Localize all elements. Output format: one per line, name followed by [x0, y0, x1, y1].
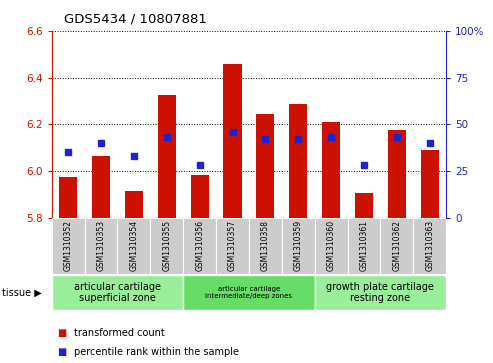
Bar: [52, 218, 85, 274]
Bar: [191, 175, 209, 218]
Bar: [355, 193, 373, 218]
Bar: [92, 156, 110, 218]
Text: GSM1310355: GSM1310355: [162, 220, 171, 272]
Text: transformed count: transformed count: [74, 328, 165, 338]
Text: GSM1310356: GSM1310356: [195, 220, 204, 272]
Text: GSM1310361: GSM1310361: [359, 220, 368, 272]
Text: tissue ▶: tissue ▶: [2, 287, 42, 298]
Text: GSM1310358: GSM1310358: [261, 220, 270, 272]
Bar: [150, 218, 183, 274]
Bar: [381, 218, 413, 274]
Bar: [315, 275, 446, 310]
Text: GSM1310362: GSM1310362: [392, 220, 401, 272]
Text: percentile rank within the sample: percentile rank within the sample: [74, 347, 239, 357]
Bar: [59, 177, 77, 218]
Text: GSM1310353: GSM1310353: [97, 220, 106, 272]
Bar: [183, 275, 315, 310]
Bar: [322, 122, 340, 218]
Text: GSM1310357: GSM1310357: [228, 220, 237, 272]
Bar: [125, 191, 143, 218]
Bar: [388, 130, 406, 218]
Text: GSM1310363: GSM1310363: [425, 220, 434, 272]
Bar: [421, 150, 439, 218]
Text: articular cartilage
superficial zone: articular cartilage superficial zone: [74, 282, 161, 303]
Text: GSM1310359: GSM1310359: [294, 220, 303, 272]
Bar: [85, 218, 117, 274]
Bar: [223, 64, 242, 218]
Bar: [413, 218, 446, 274]
Bar: [249, 218, 282, 274]
Bar: [256, 114, 275, 218]
Text: GSM1310360: GSM1310360: [327, 220, 336, 272]
Text: GDS5434 / 10807881: GDS5434 / 10807881: [64, 13, 207, 26]
Bar: [52, 275, 183, 310]
Bar: [117, 218, 150, 274]
Text: growth plate cartilage
resting zone: growth plate cartilage resting zone: [326, 282, 434, 303]
Bar: [158, 95, 176, 218]
Text: articular cartilage
intermediate/deep zones: articular cartilage intermediate/deep zo…: [206, 286, 292, 299]
Text: GSM1310352: GSM1310352: [64, 220, 72, 272]
Bar: [315, 218, 348, 274]
Bar: [216, 218, 249, 274]
Text: ■: ■: [57, 347, 66, 357]
Bar: [348, 218, 381, 274]
Bar: [289, 105, 307, 218]
Bar: [183, 218, 216, 274]
Text: GSM1310354: GSM1310354: [130, 220, 139, 272]
Bar: [282, 218, 315, 274]
Text: ■: ■: [57, 328, 66, 338]
